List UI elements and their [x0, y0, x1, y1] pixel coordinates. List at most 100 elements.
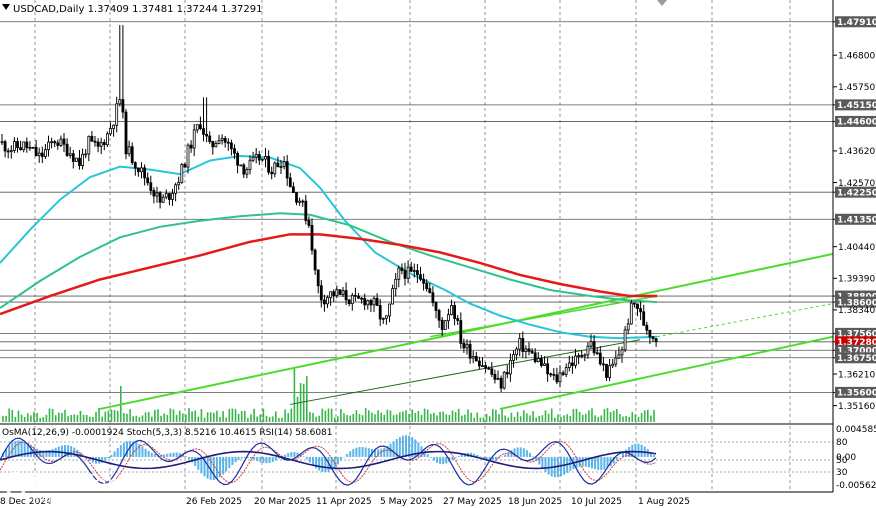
volume-bar: [445, 414, 448, 422]
candle: [446, 308, 450, 329]
shift-marker-icon[interactable]: [657, 0, 667, 6]
volume-bar: [392, 415, 395, 422]
candle: [59, 135, 63, 148]
candle: [419, 266, 422, 282]
osma-bar: [5, 448, 8, 457]
osma-bar: [597, 456, 600, 470]
osma-bar: [234, 456, 237, 463]
volume-bar: [154, 409, 156, 422]
osma-bar: [625, 449, 628, 457]
candle: [16, 137, 19, 153]
volume-bar: [488, 416, 491, 422]
volume-bar: [58, 412, 60, 422]
volume-bar: [39, 417, 41, 422]
candle: [561, 370, 565, 377]
candle: [493, 369, 497, 384]
osma-bar: [380, 448, 383, 457]
candle: [620, 346, 624, 363]
osma-bar: [91, 456, 94, 463]
volume-bar: [560, 416, 562, 422]
candle: [347, 298, 351, 307]
trendline: [99, 252, 834, 410]
osma-bar: [138, 444, 141, 457]
osma-bar: [516, 447, 519, 457]
candle: [403, 262, 407, 286]
candle: [580, 350, 584, 359]
volume-bar: [178, 410, 181, 422]
volume-bar: [389, 410, 392, 422]
osma-bar: [243, 456, 246, 458]
osma-bar: [383, 447, 386, 457]
candle: [146, 172, 150, 186]
volume-bar: [45, 414, 48, 422]
volume-bar: [439, 411, 441, 422]
osma-bar: [423, 450, 426, 457]
osma-bar: [203, 456, 206, 477]
volume-bar: [73, 414, 76, 422]
volume-bar: [532, 411, 534, 422]
volume-bar: [253, 408, 255, 422]
candles: [0, 25, 658, 393]
candle: [335, 285, 339, 299]
osma-bar: [584, 456, 587, 467]
trendline: [499, 335, 834, 410]
volume-bar: [563, 415, 565, 422]
osma-bar: [42, 450, 45, 457]
volume-bar: [495, 409, 497, 422]
indicator-panel: [0, 424, 833, 492]
volume-bar: [380, 412, 382, 422]
candle: [400, 263, 404, 275]
candle: [254, 147, 258, 164]
candle: [186, 143, 190, 174]
candle: [434, 301, 438, 319]
candle: [34, 140, 38, 157]
osma-bar: [432, 456, 435, 461]
candle: [611, 358, 615, 368]
candle: [530, 348, 534, 355]
volume-bar: [262, 408, 265, 422]
candle: [505, 365, 509, 379]
candle: [6, 148, 10, 159]
indicator-axis-label: 80: [836, 438, 848, 448]
volume-bar: [448, 414, 451, 422]
candle: [164, 189, 168, 200]
volume-bar: [95, 411, 97, 422]
volume-bar: [312, 412, 314, 422]
stoch-signal-line: [0, 440, 657, 484]
candle: [332, 289, 336, 302]
candle: [0, 134, 4, 146]
volume-bar: [27, 413, 29, 422]
candle: [130, 142, 134, 166]
volume-bar: [324, 410, 327, 422]
osma-bar: [188, 456, 190, 459]
candle: [93, 136, 97, 147]
osma-bar: [395, 439, 398, 457]
collapse-arrow-icon[interactable]: [2, 4, 10, 10]
volume-bar: [423, 408, 426, 422]
volume-bar: [293, 368, 296, 422]
volume-bar: [637, 417, 640, 422]
volume-bar: [5, 415, 7, 422]
osma-bar: [20, 440, 23, 457]
osma-bar: [479, 456, 482, 457]
volume-bar: [513, 417, 516, 422]
price-level-badge: [835, 336, 876, 348]
volume-bar: [430, 413, 432, 422]
osma-bar: [457, 456, 460, 457]
volume-bar: [386, 409, 389, 422]
candle: [617, 346, 621, 360]
osma-bar: [308, 456, 311, 463]
osma-bar: [315, 456, 318, 469]
candle: [285, 155, 289, 186]
osma-bar: [200, 456, 203, 474]
osma-bar: [277, 456, 280, 459]
candle: [329, 291, 333, 306]
candle: [412, 263, 416, 278]
candle: [81, 148, 84, 170]
osma-bar: [488, 456, 491, 460]
osma-bar: [587, 456, 590, 468]
osma-bar: [122, 442, 125, 457]
candle: [102, 139, 106, 151]
volume-bar: [265, 415, 268, 422]
